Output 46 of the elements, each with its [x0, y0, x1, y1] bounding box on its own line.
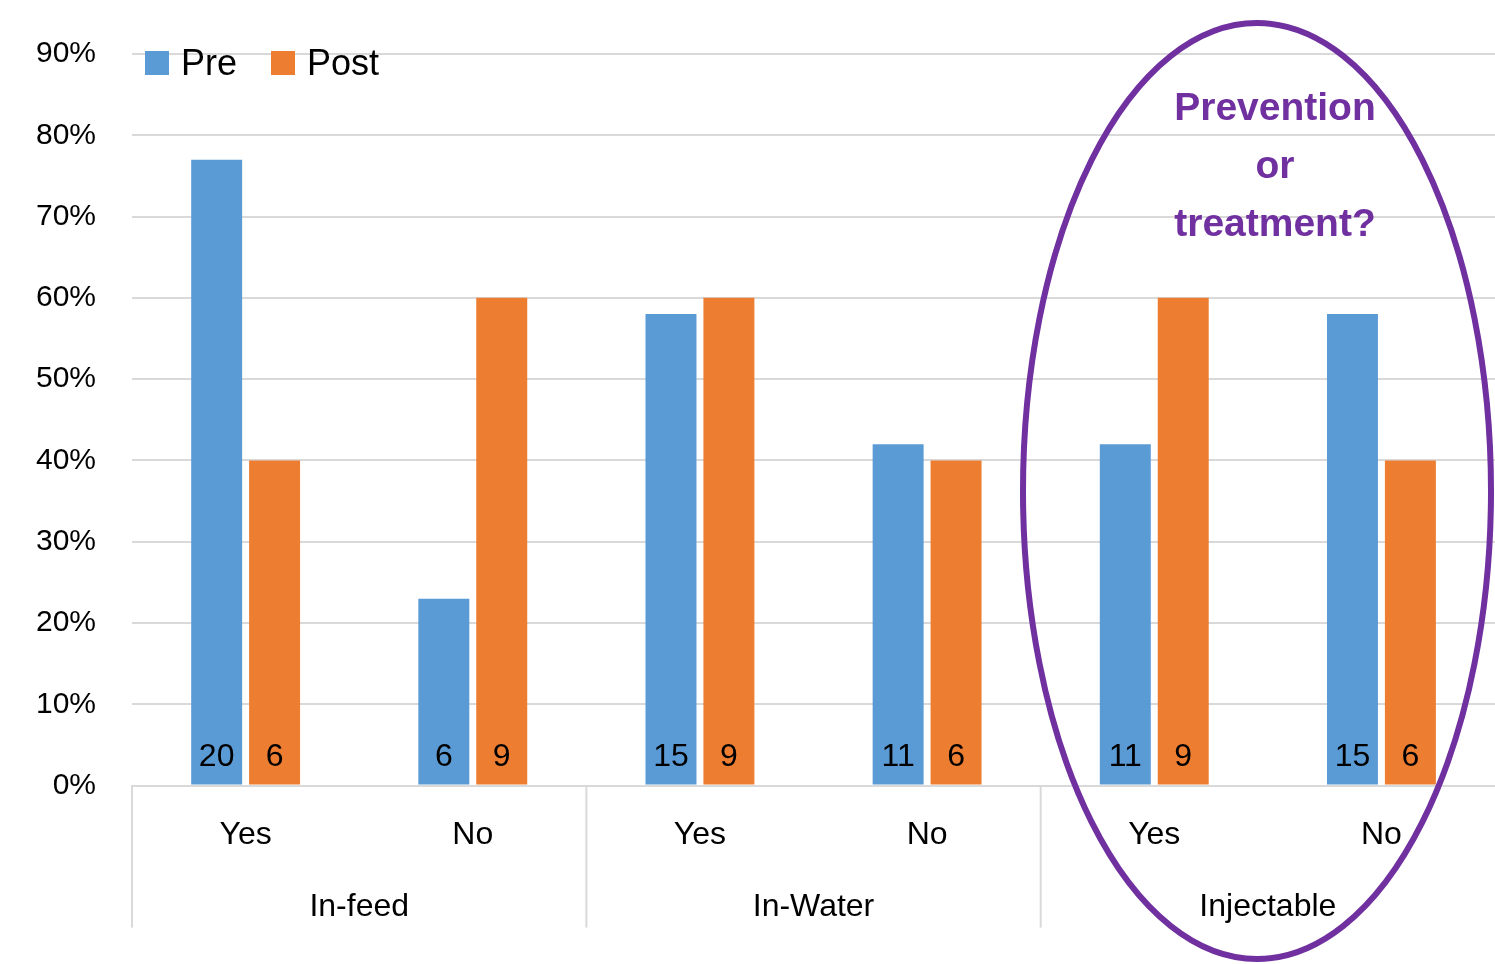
annotation: 9 [492, 736, 511, 773]
annotation: 6 [1401, 736, 1420, 773]
x-tick-label: No [1360, 814, 1402, 851]
y-tick-label: 20% [36, 604, 97, 638]
y-tick-label: 0% [52, 766, 97, 800]
y-tick-label: 90% [36, 35, 97, 69]
bar [249, 460, 301, 785]
bar [872, 444, 924, 785]
annotation: 20 [198, 736, 235, 773]
annotation: 11 [1108, 736, 1142, 773]
y-tick-label: 30% [36, 523, 97, 556]
annotation: 6 [265, 736, 284, 773]
bar [703, 297, 755, 785]
annotation: 6 [947, 736, 965, 773]
annotation: 9 [720, 736, 738, 773]
x-tick-label: Yes [1128, 814, 1181, 851]
bar [1384, 460, 1436, 785]
bar [645, 314, 697, 785]
bar [930, 460, 982, 785]
bar [476, 297, 528, 785]
bar [1157, 297, 1209, 785]
annotation: 15 [653, 736, 689, 773]
legend-label: Post [307, 42, 380, 84]
bar [1099, 444, 1151, 785]
bar [1326, 314, 1378, 785]
annotation: 6 [434, 736, 453, 773]
legend-label: Pre [181, 42, 238, 84]
y-tick-label: 50% [36, 360, 97, 394]
y-tick-label: 70% [36, 197, 97, 231]
bar [191, 159, 243, 785]
annotation: 15 [1334, 736, 1371, 773]
y-tick-label: 60% [36, 279, 97, 313]
x-tick-label: Yes [673, 814, 727, 851]
x-tick-label: Yes [219, 814, 272, 851]
annotation: 9 [1174, 736, 1193, 773]
bar [418, 598, 470, 785]
annotation: 11 [881, 736, 915, 773]
annotation: Prevention or treatment? [1173, 84, 1377, 246]
text: Injectable [1199, 886, 1337, 923]
text: In-Water [752, 886, 875, 923]
text: In-feed [309, 886, 410, 923]
y-tick-label: 80% [36, 116, 97, 150]
y-tick-label: 10% [36, 685, 97, 719]
y-tick-label: 40% [36, 441, 97, 475]
x-tick-label: No [452, 814, 494, 851]
x-tick-label: No [906, 814, 948, 851]
